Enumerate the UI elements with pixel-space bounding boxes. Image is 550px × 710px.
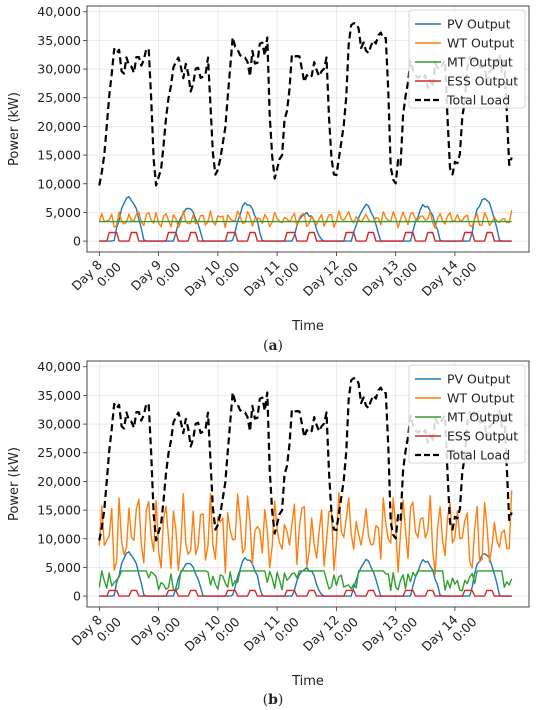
legend-label-ess: ESS Output xyxy=(447,74,518,89)
axes-frame xyxy=(86,5,530,253)
legend-label-pv: PV Output xyxy=(447,17,511,32)
y-tick-label: 15,000 xyxy=(37,503,81,518)
caption-b: (b) xyxy=(263,692,284,708)
x-tick-label: Day 130:00 xyxy=(359,604,420,665)
series-line-ess xyxy=(99,231,512,242)
x-tick-label: Day 140:00 xyxy=(418,604,479,665)
x-axis-label: Time xyxy=(291,674,324,689)
x-tick-label: Day 140:00 xyxy=(418,249,479,310)
legend-label-pv: PV Output xyxy=(447,372,511,387)
y-tick-label: 40,000 xyxy=(37,4,81,19)
x-axis-label: Time xyxy=(291,319,324,334)
y-axis-label: Power (kW) xyxy=(7,447,22,521)
x-tick-label: Day 110:00 xyxy=(241,249,302,310)
legend-box xyxy=(408,9,526,109)
y-tick-label: 10,000 xyxy=(37,531,81,546)
y-tick-label: 30,000 xyxy=(37,62,81,77)
x-tick-label: Day 90:00 xyxy=(128,249,184,305)
y-tick-label: 35,000 xyxy=(37,388,81,403)
y-tick-label: 25,000 xyxy=(37,445,81,460)
x-tick-label: Day 120:00 xyxy=(300,249,361,310)
legend-label-load: Total Load xyxy=(446,448,510,463)
legend-label-mt: MT Output xyxy=(447,55,513,70)
y-tick-label: 25,000 xyxy=(37,90,81,105)
legend-label-wt: WT Output xyxy=(447,391,514,406)
y-tick-label: 0 xyxy=(73,234,81,249)
x-tick-label: Day 100:00 xyxy=(181,604,242,665)
y-tick-label: 30,000 xyxy=(37,417,81,432)
legend-box xyxy=(408,364,526,464)
series-line-mt xyxy=(98,570,513,592)
y-tick-label: 10,000 xyxy=(37,176,81,191)
x-tick-label: Day 130:00 xyxy=(359,249,420,310)
series-line-ess xyxy=(99,589,512,597)
x-tick-label: Day 80:00 xyxy=(69,604,125,660)
caption-a: (a) xyxy=(263,338,283,354)
x-tick-label: Day 120:00 xyxy=(300,604,361,665)
axes-frame xyxy=(86,360,530,608)
series-line-wt xyxy=(98,490,513,576)
x-tick-label: Day 110:00 xyxy=(241,604,302,665)
chart-panel-b: 0 5,000 10,000 15,000 20,000 25,000 30,000 35,0… xyxy=(7,359,530,689)
y-tick-label: 5,000 xyxy=(45,560,81,575)
legend-label-mt: MT Output xyxy=(447,410,513,425)
x-tick-label: Day 80:00 xyxy=(69,249,125,305)
chart-panel-a: 0 5,000 10,000 15,000 20,000 25,000 30,000 35,0… xyxy=(7,4,530,334)
legend-label-load: Total Load xyxy=(446,93,510,108)
y-tick-label: 0 xyxy=(73,589,81,604)
y-tick-label: 20,000 xyxy=(37,474,81,489)
x-tick-label: Day 100:00 xyxy=(181,249,242,310)
y-tick-label: 35,000 xyxy=(37,33,81,48)
y-axis-label: Power (kW) xyxy=(7,92,22,166)
y-tick-label: 15,000 xyxy=(37,148,81,163)
legend-label-wt: WT Output xyxy=(447,36,514,51)
y-tick-label: 40,000 xyxy=(37,359,81,374)
legend-label-ess: ESS Output xyxy=(447,429,518,444)
y-tick-label: 5,000 xyxy=(45,205,81,220)
x-tick-label: Day 90:00 xyxy=(128,604,184,660)
y-tick-label: 20,000 xyxy=(37,119,81,134)
